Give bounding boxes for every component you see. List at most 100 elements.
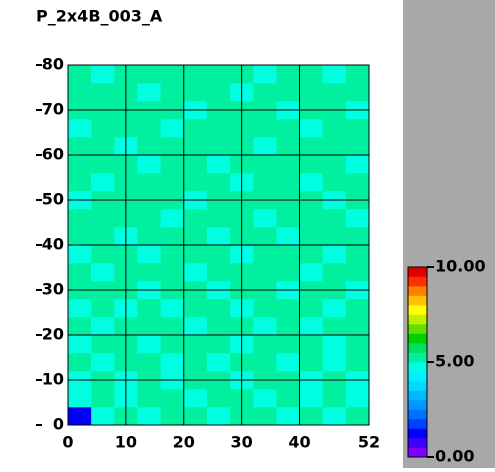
colorbar-band: [408, 324, 427, 334]
colorbar-band: [408, 409, 427, 420]
colorbar-tick-label: 10.00: [435, 257, 486, 276]
heatmap-cell: [160, 227, 185, 246]
heatmap-cell: [206, 245, 231, 264]
heatmap-cell: [183, 173, 208, 192]
heatmap-cell: [299, 353, 323, 372]
colorbar-band: [408, 276, 427, 287]
heatmap-cell: [68, 263, 92, 282]
heatmap-cell: [299, 119, 323, 138]
heatmap-cell: [68, 119, 92, 138]
heatmap-cell: [137, 173, 161, 192]
heatmap-cell: [322, 335, 347, 354]
heatmap-cell: [206, 317, 231, 336]
heatmap-cell: [206, 209, 231, 228]
heatmap-cell: [160, 83, 185, 102]
heatmap-cell: [253, 119, 277, 138]
heatmap-cell: [345, 83, 370, 102]
heatmap-cell: [160, 407, 185, 426]
heatmap-cell: [183, 245, 208, 264]
x-tick-label: 20: [173, 433, 195, 452]
x-tick-label: 52: [358, 433, 380, 452]
heatmap-cell: [160, 389, 185, 408]
heatmap-cell: [68, 83, 92, 102]
plot-border: [67, 64, 370, 426]
heatmap-cell: [345, 137, 370, 156]
colorbar-band: [408, 428, 427, 439]
heatmap-cell: [68, 65, 92, 84]
heatmap-cell: [137, 227, 161, 246]
heatmap-cell: [345, 227, 370, 246]
y-tick-label: 40: [42, 235, 64, 254]
colorbar-band: [408, 381, 427, 391]
colorbar-band: [408, 333, 427, 344]
heatmap-cell: [276, 227, 300, 246]
heatmap-cell: [322, 83, 347, 102]
heatmap-cell: [206, 407, 231, 426]
heatmap-cell: [276, 407, 300, 426]
heatmap-cell: [276, 173, 300, 192]
heatmap-cell: [345, 299, 370, 318]
heatmap-cell: [276, 317, 300, 336]
heatmap-cell: [322, 209, 347, 228]
heatmap-cell: [137, 389, 161, 408]
heatmap-cell: [206, 335, 231, 354]
heatmap-cell: [299, 227, 323, 246]
colorbar-band: [408, 305, 427, 315]
heatmap-cell: [206, 137, 231, 156]
heatmap-cell: [276, 245, 300, 264]
heatmap-cell: [253, 173, 277, 192]
heatmap-cell: [68, 245, 92, 264]
heatmap-cell: [276, 83, 300, 102]
colorbar-band: [408, 390, 427, 401]
heatmap-cell: [183, 227, 208, 246]
heatmap-cell: [137, 317, 161, 336]
y-tick-label: 30: [42, 280, 64, 299]
y-tick-label: 80: [42, 55, 64, 74]
heatmap-cell: [276, 119, 300, 138]
heatmap-cell: [322, 119, 347, 138]
heatmap-cell: [183, 335, 208, 354]
heatmap-cell: [206, 83, 231, 102]
heatmap-cell: [345, 263, 370, 282]
y-tick-label: 20: [42, 325, 64, 344]
heatmap-cell: [91, 227, 115, 246]
heatmap-cell: [91, 353, 115, 372]
colorbar-band: [408, 371, 427, 382]
heatmap-cell: [91, 335, 115, 354]
chart-title: P_2x4B_003_A: [36, 7, 163, 26]
colorbar-band: [408, 314, 427, 325]
heatmap-cell: [91, 389, 115, 408]
heatmap-cell: [253, 83, 277, 102]
heatmap-cell: [68, 335, 92, 354]
heatmap-cell: [206, 263, 231, 282]
heatmap-cell: [276, 155, 300, 174]
heatmap-cell: [137, 137, 161, 156]
heatmap-cell: [160, 353, 185, 372]
heatmap-cell: [206, 389, 231, 408]
heatmap-cell: [206, 155, 231, 174]
heatmap-cell: [322, 173, 347, 192]
heatmap-cell: [183, 389, 208, 408]
heatmap-cell: [345, 353, 370, 372]
heatmap-cell: [253, 353, 277, 372]
heatmap-cell: [345, 209, 370, 228]
heatmap-cell: [91, 245, 115, 264]
heatmap-cell: [206, 353, 231, 372]
heatmap-cell: [322, 137, 347, 156]
x-tick-label: 30: [231, 433, 253, 452]
heatmap-cell: [183, 155, 208, 174]
heatmap-cell: [345, 65, 370, 84]
heatmap-cell: [160, 299, 185, 318]
heatmap-cell: [322, 263, 347, 282]
heatmap-cell: [322, 389, 347, 408]
colorbar-band: [408, 352, 427, 363]
heatmap-cell: [206, 227, 231, 246]
heatmap-cell: [276, 263, 300, 282]
heatmap-cell: [345, 245, 370, 264]
heatmap-cell: [253, 245, 277, 264]
heatmap-cell: [137, 353, 161, 372]
heatmap-cell: [276, 389, 300, 408]
heatmap-cell: [299, 317, 323, 336]
heatmap-cell: [160, 65, 185, 84]
